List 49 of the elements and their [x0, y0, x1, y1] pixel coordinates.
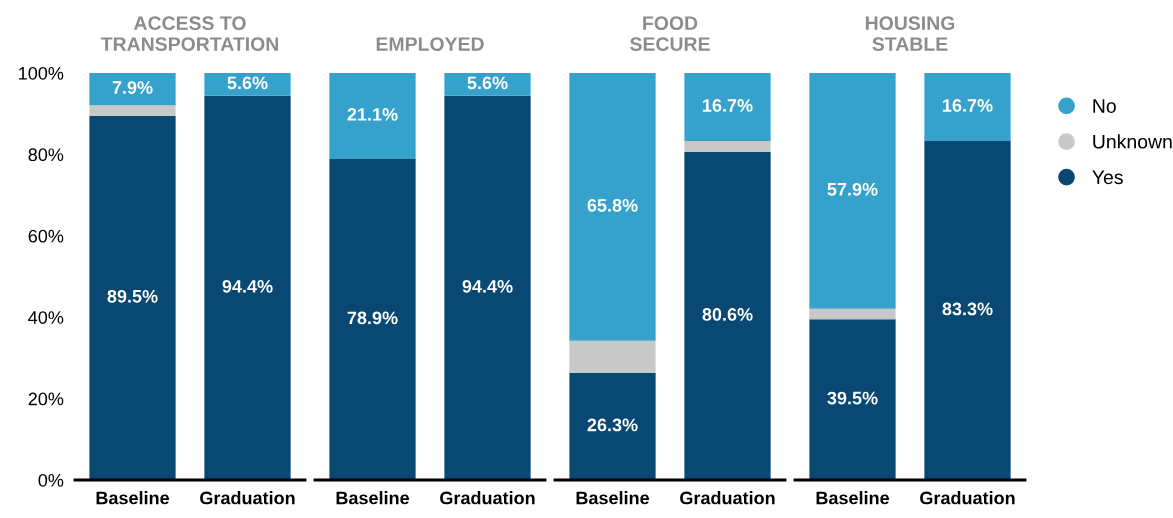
data-label: 16.7% — [703, 99, 753, 112]
y-tick-label: 0% — [38, 473, 64, 487]
y-tick-label: 80% — [28, 148, 64, 162]
data-label: 80.6% — [702, 308, 753, 321]
legend-label: No — [1093, 99, 1116, 113]
bar — [809, 319, 896, 480]
bar — [569, 340, 656, 373]
chart-title: HOUSING STABLE — [865, 16, 955, 51]
data-label: 21.1% — [347, 108, 398, 121]
data-label: 16.7% — [943, 99, 993, 112]
chart-title: EMPLOYED — [376, 37, 484, 51]
bar — [89, 105, 176, 116]
x-tick-label: Graduation — [920, 491, 1015, 505]
bar — [204, 73, 291, 96]
x-tick-label: Baseline — [336, 491, 410, 505]
chart-title: FOOD SECURE — [630, 16, 710, 51]
data-label: 39.5% — [827, 391, 878, 405]
x-tick-label: Graduation — [680, 491, 775, 505]
data-label: 5.6% — [227, 76, 268, 90]
x-tick-label: Baseline — [576, 491, 650, 505]
y-tick-label: 100% — [19, 66, 64, 80]
y-tick-label: 60% — [28, 229, 64, 243]
x-tick-label: Baseline — [816, 491, 890, 505]
chart-title: ACCESS TO TRANSPORTATION — [100, 16, 278, 51]
bar — [684, 140, 771, 152]
data-label: 65.8% — [587, 198, 638, 212]
y-tick-label: 40% — [28, 311, 64, 324]
bar — [89, 73, 176, 106]
bar — [569, 372, 656, 480]
data-label: 89.5% — [107, 289, 158, 303]
data-label: 26.3% — [587, 418, 638, 432]
data-label: 94.4% — [222, 279, 273, 293]
bar — [809, 308, 896, 320]
bar — [684, 73, 771, 141]
bar — [924, 73, 1011, 141]
bar — [809, 73, 896, 309]
legend-label: Unknown — [1093, 134, 1172, 149]
x-tick-label: Graduation — [200, 491, 295, 505]
x-tick-label: Baseline — [96, 491, 170, 505]
data-label: 94.4% — [462, 279, 513, 293]
x-tick-label: Graduation — [440, 491, 535, 505]
legend-label: Yes — [1092, 170, 1123, 185]
data-label: 78.9% — [347, 311, 398, 325]
data-label: 57.9% — [827, 182, 878, 196]
data-label: 7.9% — [112, 81, 153, 94]
bar — [569, 73, 656, 341]
y-tick-label: 20% — [28, 392, 64, 406]
data-label: 5.6% — [467, 76, 508, 90]
data-label: 83.3% — [942, 302, 993, 316]
